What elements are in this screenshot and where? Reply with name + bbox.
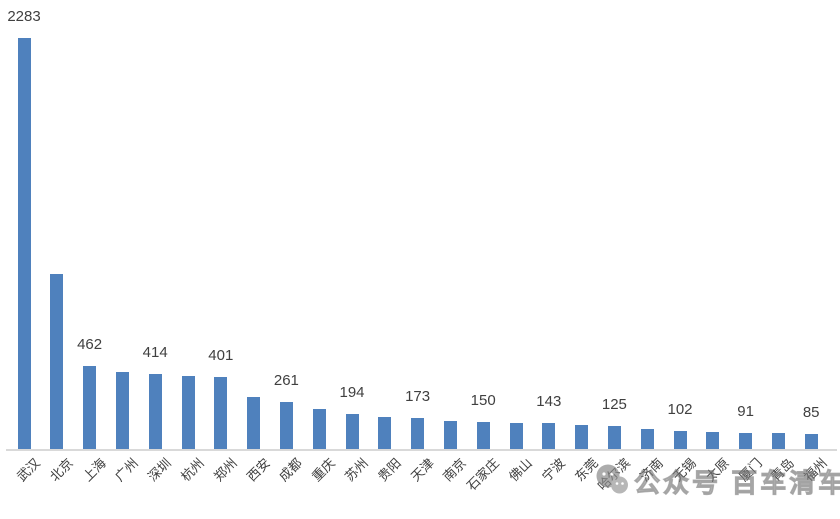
category-label-济南: 济南 bbox=[637, 455, 667, 485]
bar-上海 bbox=[83, 366, 97, 449]
category-label-无锡: 无锡 bbox=[669, 455, 699, 485]
bar-广州 bbox=[115, 372, 129, 449]
category-label-广州: 广州 bbox=[112, 455, 142, 485]
value-label-郑州: 401 bbox=[208, 347, 234, 364]
bar-宁波 bbox=[542, 423, 556, 449]
bar-深圳 bbox=[148, 374, 162, 449]
bar-无锡 bbox=[673, 431, 687, 449]
value-label-无锡: 102 bbox=[667, 401, 693, 418]
bar-西安 bbox=[247, 397, 261, 449]
category-label-厦门: 厦门 bbox=[735, 455, 765, 485]
category-label-青岛: 青岛 bbox=[768, 455, 798, 485]
bar-南京 bbox=[443, 421, 457, 449]
category-label-杭州: 杭州 bbox=[177, 455, 207, 485]
bar-北京 bbox=[50, 274, 64, 449]
bar-石家庄 bbox=[476, 422, 490, 449]
bar-东莞 bbox=[575, 425, 589, 449]
bar-杭州 bbox=[181, 376, 195, 449]
x-axis-line bbox=[6, 449, 837, 451]
category-label-佛山: 佛山 bbox=[505, 455, 535, 485]
value-label-天津: 173 bbox=[405, 388, 431, 405]
category-label-西安: 西安 bbox=[243, 455, 273, 485]
category-label-石家庄: 石家庄 bbox=[463, 455, 503, 494]
value-label-哈尔滨: 125 bbox=[601, 396, 627, 413]
category-label-贵阳: 贵阳 bbox=[374, 455, 404, 485]
category-label-天津: 天津 bbox=[407, 455, 437, 485]
bar-福州 bbox=[804, 434, 818, 449]
bar-郑州 bbox=[214, 377, 228, 449]
category-label-郑州: 郑州 bbox=[210, 455, 240, 485]
value-label-深圳: 414 bbox=[142, 344, 168, 361]
category-label-苏州: 苏州 bbox=[341, 455, 371, 485]
bar-佛山 bbox=[509, 423, 523, 449]
bar-成都 bbox=[279, 402, 293, 449]
bar-贵阳 bbox=[378, 417, 392, 449]
value-label-上海: 462 bbox=[77, 336, 103, 353]
value-label-石家庄: 150 bbox=[470, 392, 496, 409]
category-label-北京: 北京 bbox=[46, 455, 76, 485]
value-label-福州: 85 bbox=[802, 404, 820, 421]
category-label-福州: 福州 bbox=[801, 455, 831, 485]
category-label-上海: 上海 bbox=[79, 455, 109, 485]
value-label-成都: 261 bbox=[273, 372, 299, 389]
bar-青岛 bbox=[771, 433, 785, 449]
bar-苏州 bbox=[345, 414, 359, 449]
bar-厦门 bbox=[739, 433, 753, 449]
bar-哈尔滨 bbox=[607, 426, 621, 449]
category-label-哈尔滨: 哈尔滨 bbox=[595, 455, 634, 494]
bar-武汉 bbox=[17, 38, 31, 449]
value-label-厦门: 91 bbox=[737, 403, 754, 420]
category-label-宁波: 宁波 bbox=[538, 455, 568, 485]
bar-天津 bbox=[411, 418, 425, 449]
category-label-武汉: 武汉 bbox=[13, 455, 43, 485]
bar-重庆 bbox=[312, 409, 326, 449]
bar-济南 bbox=[640, 429, 654, 449]
category-label-深圳: 深圳 bbox=[145, 455, 175, 485]
category-label-太原: 太原 bbox=[702, 455, 732, 485]
category-label-重庆: 重庆 bbox=[309, 455, 339, 485]
value-label-武汉: 2283 bbox=[7, 8, 41, 25]
value-label-苏州: 194 bbox=[339, 384, 365, 401]
bar-太原 bbox=[706, 432, 720, 449]
category-label-成都: 成都 bbox=[276, 455, 306, 485]
value-label-宁波: 143 bbox=[536, 393, 562, 410]
